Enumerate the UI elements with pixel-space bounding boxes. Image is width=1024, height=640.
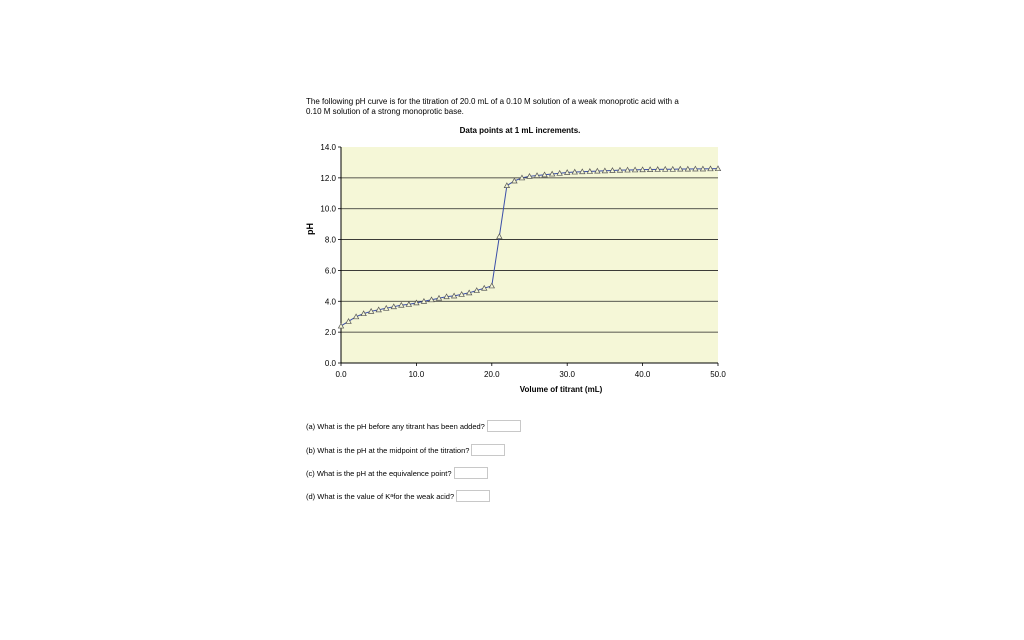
data-point (473, 287, 480, 293)
data-point (564, 169, 571, 175)
question-d-subscript: a (390, 493, 394, 499)
data-point (428, 296, 435, 303)
question-d-text-end: for the weak acid? (393, 491, 455, 501)
data-point (345, 318, 352, 324)
data-point (367, 307, 375, 314)
data-point (435, 294, 443, 301)
data-point (383, 304, 390, 311)
data-point (398, 301, 405, 308)
data-point (548, 170, 556, 177)
data-point (488, 282, 495, 289)
data-point (601, 167, 609, 174)
data-point (352, 313, 360, 320)
data-point (669, 165, 676, 172)
plot-area (341, 147, 718, 363)
data-point (624, 166, 631, 173)
x-tick-label: 50.0 (710, 370, 726, 379)
data-point (533, 172, 541, 178)
data-point (405, 301, 413, 307)
y-tick-label: 8.0 (325, 236, 337, 245)
question-b-text: (b) What is the pH at the midpoint of th… (306, 445, 470, 455)
data-point (526, 172, 533, 179)
data-point (631, 166, 639, 173)
x-tick-label: 30.0 (559, 370, 575, 379)
data-point (692, 165, 699, 172)
data-point (481, 284, 488, 291)
data-point (654, 166, 661, 172)
data-point (458, 291, 465, 297)
data-point (646, 166, 654, 172)
answer-field-c[interactable] (453, 467, 488, 479)
x-tick-label: 40.0 (635, 370, 651, 379)
data-point (699, 165, 707, 172)
y-tick-label: 0.0 (325, 359, 337, 368)
data-point (639, 166, 646, 173)
intro-line-1: The following pH curve is for the titrat… (306, 97, 679, 106)
data-point (684, 165, 692, 172)
data-point (450, 292, 458, 299)
y-tick-label: 6.0 (325, 266, 337, 275)
data-point (420, 297, 428, 304)
data-point (541, 171, 548, 178)
question-a: (a) What is the pH before any titrant ha… (306, 420, 521, 432)
data-point (556, 169, 563, 176)
x-tick-label: 10.0 (409, 370, 425, 379)
y-tick-label: 4.0 (325, 297, 337, 306)
x-axis-label: Volume of titrant (mL) (520, 385, 603, 394)
data-point (337, 322, 345, 329)
data-point (579, 168, 586, 175)
answer-field-a[interactable] (486, 420, 521, 432)
data-point (677, 165, 684, 172)
question-a-text: (a) What is the pH before any titrant ha… (306, 421, 485, 431)
data-point (503, 182, 511, 189)
question-d-text: (d) What is the value of K (306, 491, 391, 501)
data-point (662, 165, 669, 172)
y-tick-label: 10.0 (320, 205, 336, 214)
data-point (496, 233, 503, 239)
y-axis-label: pH (305, 223, 315, 235)
answer-field-b[interactable] (471, 444, 506, 456)
y-tick-label: 14.0 (320, 143, 336, 152)
data-point (609, 167, 616, 173)
data-point (390, 303, 397, 310)
data-point (375, 306, 382, 313)
data-point (360, 310, 367, 317)
problem-intro: The following pH curve is for the titrat… (306, 97, 726, 117)
question-b: (b) What is the pH at the midpoint of th… (306, 444, 506, 456)
x-tick-label: 0.0 (335, 370, 347, 379)
y-tick-label: 12.0 (320, 174, 336, 183)
question-c-text: (c) What is the pH at the equivalence po… (306, 468, 452, 478)
x-tick-label: 20.0 (484, 370, 500, 379)
data-point (616, 166, 624, 173)
data-point (586, 168, 594, 174)
data-point (413, 299, 420, 306)
y-tick-label: 2.0 (325, 328, 337, 337)
question-c: (c) What is the pH at the equivalence po… (306, 467, 488, 479)
data-point (465, 289, 473, 296)
titration-chart: 0.0 2.0 4.0 6.0 8.0 10.0 12.0 14.0 0.0 10.0 20.0 30… (305, 143, 726, 394)
data-point (707, 165, 714, 172)
data-point (518, 174, 526, 181)
data-point (443, 293, 450, 300)
data-point (714, 165, 722, 172)
answer-field-d[interactable] (456, 490, 491, 502)
chart-title: Data points at 1 mL increments. (459, 126, 581, 135)
data-point (594, 167, 601, 174)
data-point (571, 168, 578, 175)
intro-line-2: 0.10 M solution of a strong monoprotic b… (306, 107, 464, 116)
data-point (511, 177, 518, 184)
